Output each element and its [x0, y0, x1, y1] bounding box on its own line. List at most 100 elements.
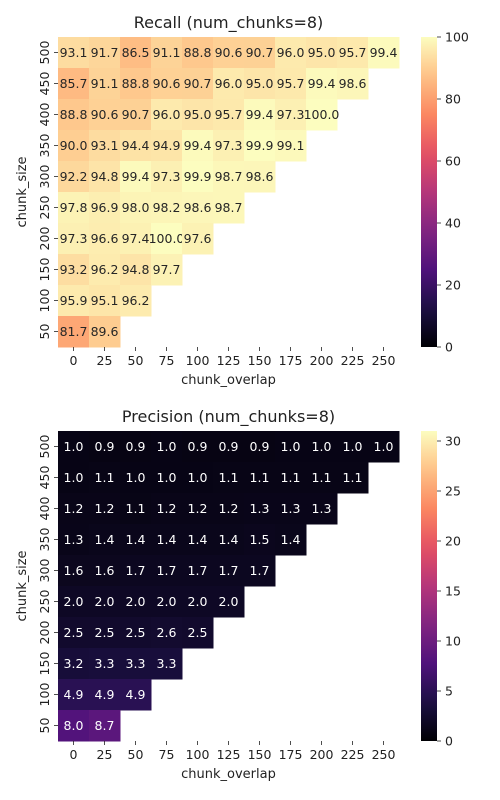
cell-value-label: 2.0	[126, 594, 146, 609]
cell-value-label: 91.1	[153, 45, 181, 60]
cell-value-label: 94.9	[153, 138, 181, 153]
y-tick-label: 450	[37, 72, 52, 96]
heatmap-cell	[89, 462, 121, 494]
heatmap-cell	[306, 99, 338, 131]
heatmap-cell	[213, 586, 245, 618]
heatmap-cell	[213, 192, 245, 224]
heatmap-cell	[213, 99, 245, 131]
cell-value-label: 1.2	[95, 501, 115, 516]
y-tick-label: 100	[37, 289, 52, 313]
cell-value-label: 98.6	[339, 76, 367, 91]
heatmap-cell	[151, 493, 183, 525]
x-tick-label: 150	[248, 353, 272, 368]
cell-value-label: 8.7	[95, 718, 115, 733]
cell-value-label: 1.1	[343, 470, 363, 485]
cell-value-label: 0.9	[95, 439, 115, 454]
cell-value-label: 90.7	[246, 45, 274, 60]
heatmap-cell	[89, 586, 121, 618]
heatmap-cell	[58, 192, 90, 224]
heatmap-cell	[89, 431, 121, 463]
heatmap-cell	[213, 555, 245, 587]
cell-value-label: 94.8	[91, 169, 119, 184]
cell-value-label: 98.7	[215, 169, 243, 184]
heatmap-cell	[120, 679, 152, 711]
cell-value-label: 94.4	[122, 138, 150, 153]
cell-value-label: 1.1	[95, 470, 115, 485]
cell-value-label: 1.3	[312, 501, 332, 516]
cell-value-label: 97.3	[277, 107, 305, 122]
cell-value-label: 96.2	[122, 293, 150, 308]
cell-value-label: 1.0	[157, 470, 177, 485]
x-tick-label: 0	[70, 747, 78, 762]
heatmap-cell	[275, 37, 307, 69]
cell-value-label: 99.4	[246, 107, 274, 122]
cell-value-label: 4.9	[64, 687, 84, 702]
heatmap-cell	[58, 316, 90, 348]
cell-value-label: 1.7	[126, 563, 146, 578]
heatmap-cell	[182, 555, 214, 587]
heatmap-cell	[213, 524, 245, 556]
heatmap-cell	[244, 555, 276, 587]
cell-value-label: 1.6	[95, 563, 115, 578]
cell-value-label: 98.2	[153, 200, 181, 215]
x-tick-label: 200	[310, 747, 334, 762]
heatmap-cell	[89, 524, 121, 556]
y-tick-label: 500	[37, 41, 52, 65]
cell-value-label: 92.2	[60, 169, 88, 184]
heatmap-cell	[337, 68, 369, 100]
cell-value-label: 98.6	[246, 169, 274, 184]
colorbar-tick-label: 10	[445, 634, 461, 649]
colorbar-tick-label: 40	[445, 216, 461, 231]
heatmap-cell	[120, 161, 152, 193]
heatmap-cell	[306, 462, 338, 494]
cell-value-label: 1.1	[281, 470, 301, 485]
colorbar-tick-label: 15	[445, 584, 461, 599]
x-tick-label: 250	[372, 353, 396, 368]
y-tick-label: 50	[37, 324, 52, 340]
cell-value-label: 2.0	[64, 594, 84, 609]
heatmap-cell	[89, 285, 121, 317]
cell-value-label: 2.0	[188, 594, 208, 609]
cell-value-label: 1.3	[250, 501, 270, 516]
cell-value-label: 90.7	[184, 76, 212, 91]
heatmap-cell	[89, 710, 121, 742]
x-tick-label: 100	[186, 747, 210, 762]
y-tick-label: 350	[37, 134, 52, 158]
cell-value-label: 90.7	[122, 107, 150, 122]
heatmap-cell	[58, 130, 90, 162]
chart-title: Recall (num_chunks=8)	[134, 13, 324, 33]
heatmap-cell	[58, 223, 90, 255]
cell-value-label: 93.1	[60, 45, 88, 60]
y-tick-label: 250	[37, 196, 52, 220]
cell-value-label: 97.3	[215, 138, 243, 153]
y-tick-label: 150	[37, 652, 52, 676]
heatmap-cell	[275, 524, 307, 556]
x-tick-label: 225	[341, 353, 365, 368]
heatmap-cell	[182, 586, 214, 618]
cell-value-label: 94.8	[122, 262, 150, 277]
heatmap-cell	[306, 493, 338, 525]
x-tick-label: 225	[341, 747, 365, 762]
heatmap-cell	[151, 223, 183, 255]
cell-value-label: 1.0	[64, 439, 84, 454]
cell-value-label: 0.9	[188, 439, 208, 454]
heatmap-cell	[120, 285, 152, 317]
cell-value-label: 1.4	[157, 532, 177, 547]
cell-value-label: 96.0	[215, 76, 243, 91]
cell-value-label: 99.4	[370, 45, 398, 60]
x-tick-label: 0	[70, 353, 78, 368]
heatmap-cell	[89, 68, 121, 100]
cell-value-label: 1.1	[250, 470, 270, 485]
heatmap-cell	[151, 254, 183, 286]
heatmap-cell	[89, 493, 121, 525]
cell-value-label: 97.7	[153, 262, 181, 277]
cell-value-label: 1.4	[126, 532, 146, 547]
heatmap-cell	[306, 68, 338, 100]
cell-value-label: 1.0	[126, 470, 146, 485]
heatmap-cell	[89, 254, 121, 286]
cell-value-label: 1.0	[343, 439, 363, 454]
cell-value-label: 91.7	[91, 45, 119, 60]
heatmap-cell	[244, 99, 276, 131]
heatmap-cell	[151, 524, 183, 556]
heatmap-cell	[120, 37, 152, 69]
